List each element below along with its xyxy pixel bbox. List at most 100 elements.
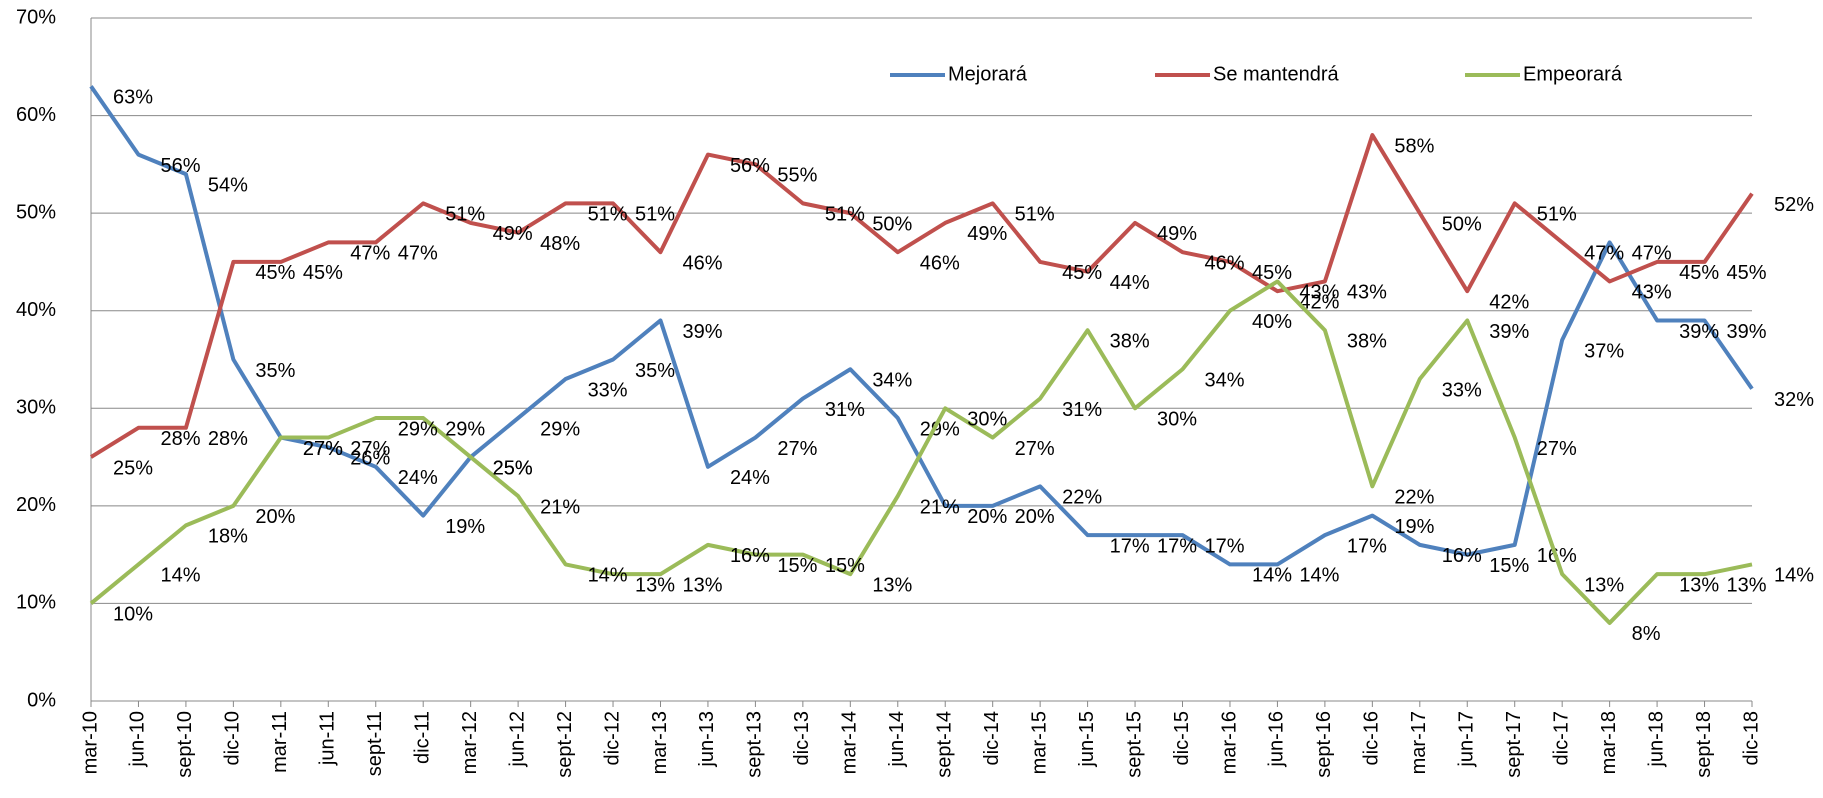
data-label: 31% [825, 399, 865, 421]
data-label: 47% [398, 243, 438, 265]
data-label: 13% [1727, 574, 1767, 596]
x-tick-label: mar-13 [649, 711, 671, 774]
series-line [89, 85, 1754, 567]
data-label: 10% [113, 604, 153, 626]
data-label: 42% [1299, 291, 1339, 313]
data-label: 17% [1110, 535, 1150, 557]
x-tick-label: dic-17 [1550, 711, 1572, 765]
data-label: 45% [1252, 262, 1292, 284]
data-label: 39% [1489, 321, 1529, 343]
data-label: 54% [208, 174, 248, 196]
data-label: 34% [1205, 370, 1245, 392]
data-label: 22% [1394, 487, 1434, 509]
data-label: 24% [398, 467, 438, 489]
data-label: 29% [540, 418, 580, 440]
data-label: 33% [1442, 379, 1482, 401]
data-label: 43% [1632, 282, 1672, 304]
x-tick-label: sept-13 [744, 711, 766, 778]
data-label: 14% [588, 565, 628, 587]
data-label: 45% [303, 262, 343, 284]
data-label: 25% [493, 457, 533, 479]
x-tick-label: jun-14 [886, 711, 908, 768]
data-label: 33% [588, 379, 628, 401]
data-label: 21% [920, 496, 960, 518]
data-label: 17% [1347, 535, 1387, 557]
data-label: 31% [1062, 399, 1102, 421]
data-label: 35% [255, 360, 295, 382]
data-label: 37% [1584, 340, 1624, 362]
data-label: 51% [635, 204, 675, 226]
data-label: 27% [303, 438, 343, 460]
data-label: 21% [540, 496, 580, 518]
data-label: 51% [445, 204, 485, 226]
data-label: 25% [113, 457, 153, 479]
data-label: 38% [1110, 331, 1150, 353]
x-tick-label: dic-14 [981, 711, 1003, 765]
y-tick-label: 40% [16, 299, 56, 321]
data-label: 13% [872, 574, 912, 596]
data-label: 47% [1632, 243, 1672, 265]
data-label: 27% [1537, 438, 1577, 460]
x-tick-label: mar-15 [1028, 711, 1050, 774]
data-label: 15% [825, 555, 865, 577]
series-line [89, 279, 1753, 625]
x-tick-label: dic-13 [791, 711, 813, 765]
data-label: 30% [967, 409, 1007, 431]
data-label: 20% [1015, 506, 1055, 528]
x-tick-label: jun-16 [1266, 711, 1288, 768]
x-tick-label: jun-13 [696, 711, 718, 768]
data-label: 49% [1157, 223, 1197, 245]
data-label: 13% [1679, 574, 1719, 596]
data-label: 44% [1110, 272, 1150, 294]
data-label: 22% [1062, 487, 1102, 509]
data-label: 16% [730, 545, 770, 567]
data-label: 17% [1157, 535, 1197, 557]
x-tick-label: jun-10 [127, 711, 149, 768]
data-label: 28% [160, 428, 200, 450]
data-label: 15% [777, 555, 817, 577]
data-label: 17% [1205, 535, 1245, 557]
data-label: 13% [1584, 574, 1624, 596]
x-tick-label: dic-16 [1361, 711, 1383, 765]
legend-label: Se mantendrá [1213, 63, 1340, 85]
x-tick-label: sept-10 [174, 711, 196, 778]
data-label: 32% [1774, 389, 1814, 411]
data-label: 24% [730, 467, 770, 489]
data-label: 27% [350, 438, 390, 460]
data-label: 28% [208, 428, 248, 450]
data-label: 52% [1774, 194, 1814, 216]
data-label: 48% [540, 233, 580, 255]
data-label: 20% [967, 506, 1007, 528]
data-label: 45% [1727, 262, 1767, 284]
y-tick-label: 0% [27, 689, 56, 711]
y-tick-label: 60% [16, 104, 56, 126]
data-label: 51% [1015, 204, 1055, 226]
data-label: 47% [1584, 243, 1624, 265]
x-tick-label: mar-16 [1218, 711, 1240, 774]
y-tick-label: 30% [16, 397, 56, 419]
x-tick-label: mar-12 [459, 711, 481, 774]
data-label: 49% [967, 223, 1007, 245]
data-label: 26% [350, 448, 390, 470]
data-label: 15% [1489, 555, 1529, 577]
data-label: 46% [682, 252, 722, 274]
data-label: 14% [1299, 565, 1339, 587]
data-label: 63% [113, 87, 153, 109]
data-label: 27% [1015, 438, 1055, 460]
data-label: 43% [1347, 282, 1387, 304]
y-tick-label: 20% [16, 494, 56, 516]
x-tick-label: jun-11 [317, 711, 339, 766]
data-label: 14% [160, 565, 200, 587]
data-label: 47% [350, 243, 390, 265]
data-label: 20% [255, 506, 295, 528]
x-tick-label: jun-18 [1645, 711, 1667, 768]
x-tick-label: sept-17 [1503, 711, 1525, 778]
data-label: 49% [493, 223, 533, 245]
data-label: 27% [777, 438, 817, 460]
x-tick-label: mar-18 [1598, 711, 1620, 774]
data-label: 27% [303, 438, 343, 460]
data-label: 14% [1252, 565, 1292, 587]
x-tick-label: dic-10 [222, 711, 244, 765]
x-tick-label: sept-12 [554, 711, 576, 778]
